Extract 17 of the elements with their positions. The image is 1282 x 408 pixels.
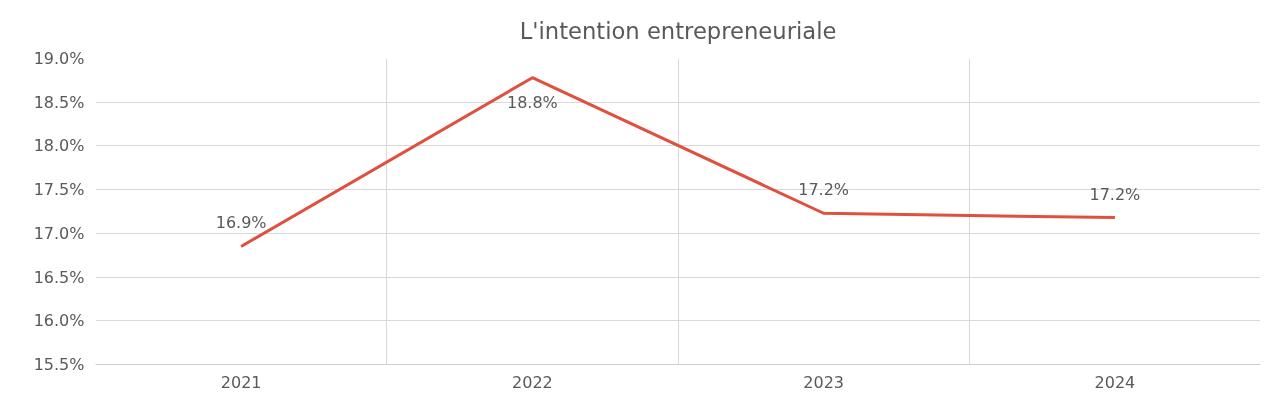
y-tick-label: 15.5% bbox=[33, 355, 85, 374]
x-tick-label: 2023 bbox=[803, 372, 844, 392]
y-tick-label: 19.0% bbox=[33, 49, 85, 68]
x-tick-label: 2022 bbox=[512, 372, 553, 392]
x-tick-label: 2024 bbox=[1094, 372, 1136, 392]
y-tick-label: 17.0% bbox=[33, 223, 85, 243]
data-label: 17.2% bbox=[798, 180, 850, 200]
y-tick-label: 16.5% bbox=[33, 267, 85, 287]
data-label: 16.9% bbox=[215, 213, 267, 233]
x-tick-label: 2021 bbox=[220, 372, 262, 392]
y-tick-label: 16.0% bbox=[33, 311, 85, 331]
data-label: 18.8% bbox=[506, 92, 558, 112]
y-tick-label: 17.5% bbox=[33, 180, 85, 200]
y-tick-label: 18.5% bbox=[33, 92, 85, 112]
chart-title: L'intention entrepreneuriale bbox=[519, 17, 837, 44]
y-tick-label: 18.0% bbox=[33, 136, 85, 156]
data-label: 17.2% bbox=[1089, 184, 1141, 204]
